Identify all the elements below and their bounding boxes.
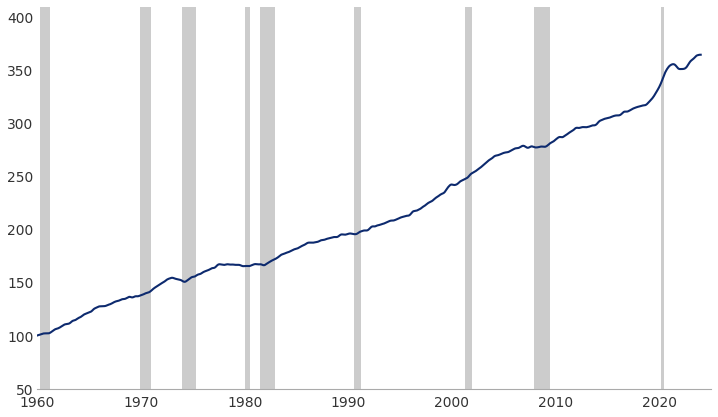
Bar bbox=[353, 7, 361, 389]
Bar bbox=[140, 7, 151, 389]
Bar bbox=[261, 7, 275, 389]
Bar bbox=[40, 7, 50, 389]
Bar bbox=[182, 7, 195, 389]
Bar bbox=[245, 7, 250, 389]
Bar bbox=[534, 7, 551, 389]
Bar bbox=[661, 7, 664, 389]
Bar bbox=[465, 7, 472, 389]
